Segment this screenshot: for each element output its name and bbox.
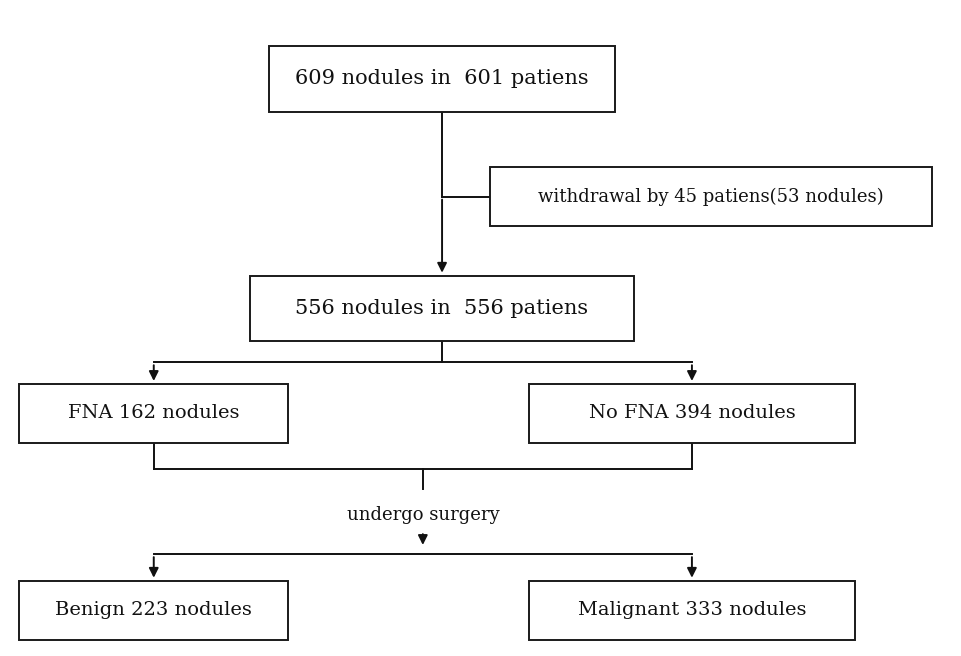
Text: FNA 162 nodules: FNA 162 nodules [68,404,239,422]
Text: Benign 223 nodules: Benign 223 nodules [56,601,252,619]
FancyBboxPatch shape [19,581,288,640]
Text: 556 nodules in  556 patiens: 556 nodules in 556 patiens [295,299,589,318]
FancyBboxPatch shape [19,384,288,443]
Text: No FNA 394 nodules: No FNA 394 nodules [588,404,796,422]
FancyBboxPatch shape [269,46,615,112]
Text: undergo surgery: undergo surgery [347,506,499,524]
FancyBboxPatch shape [250,276,634,341]
Text: Malignant 333 nodules: Malignant 333 nodules [578,601,806,619]
Text: withdrawal by 45 patiens(53 nodules): withdrawal by 45 patiens(53 nodules) [538,188,884,206]
Text: 609 nodules in  601 patiens: 609 nodules in 601 patiens [295,70,589,88]
FancyBboxPatch shape [529,384,855,443]
FancyBboxPatch shape [490,167,932,226]
FancyBboxPatch shape [529,581,855,640]
